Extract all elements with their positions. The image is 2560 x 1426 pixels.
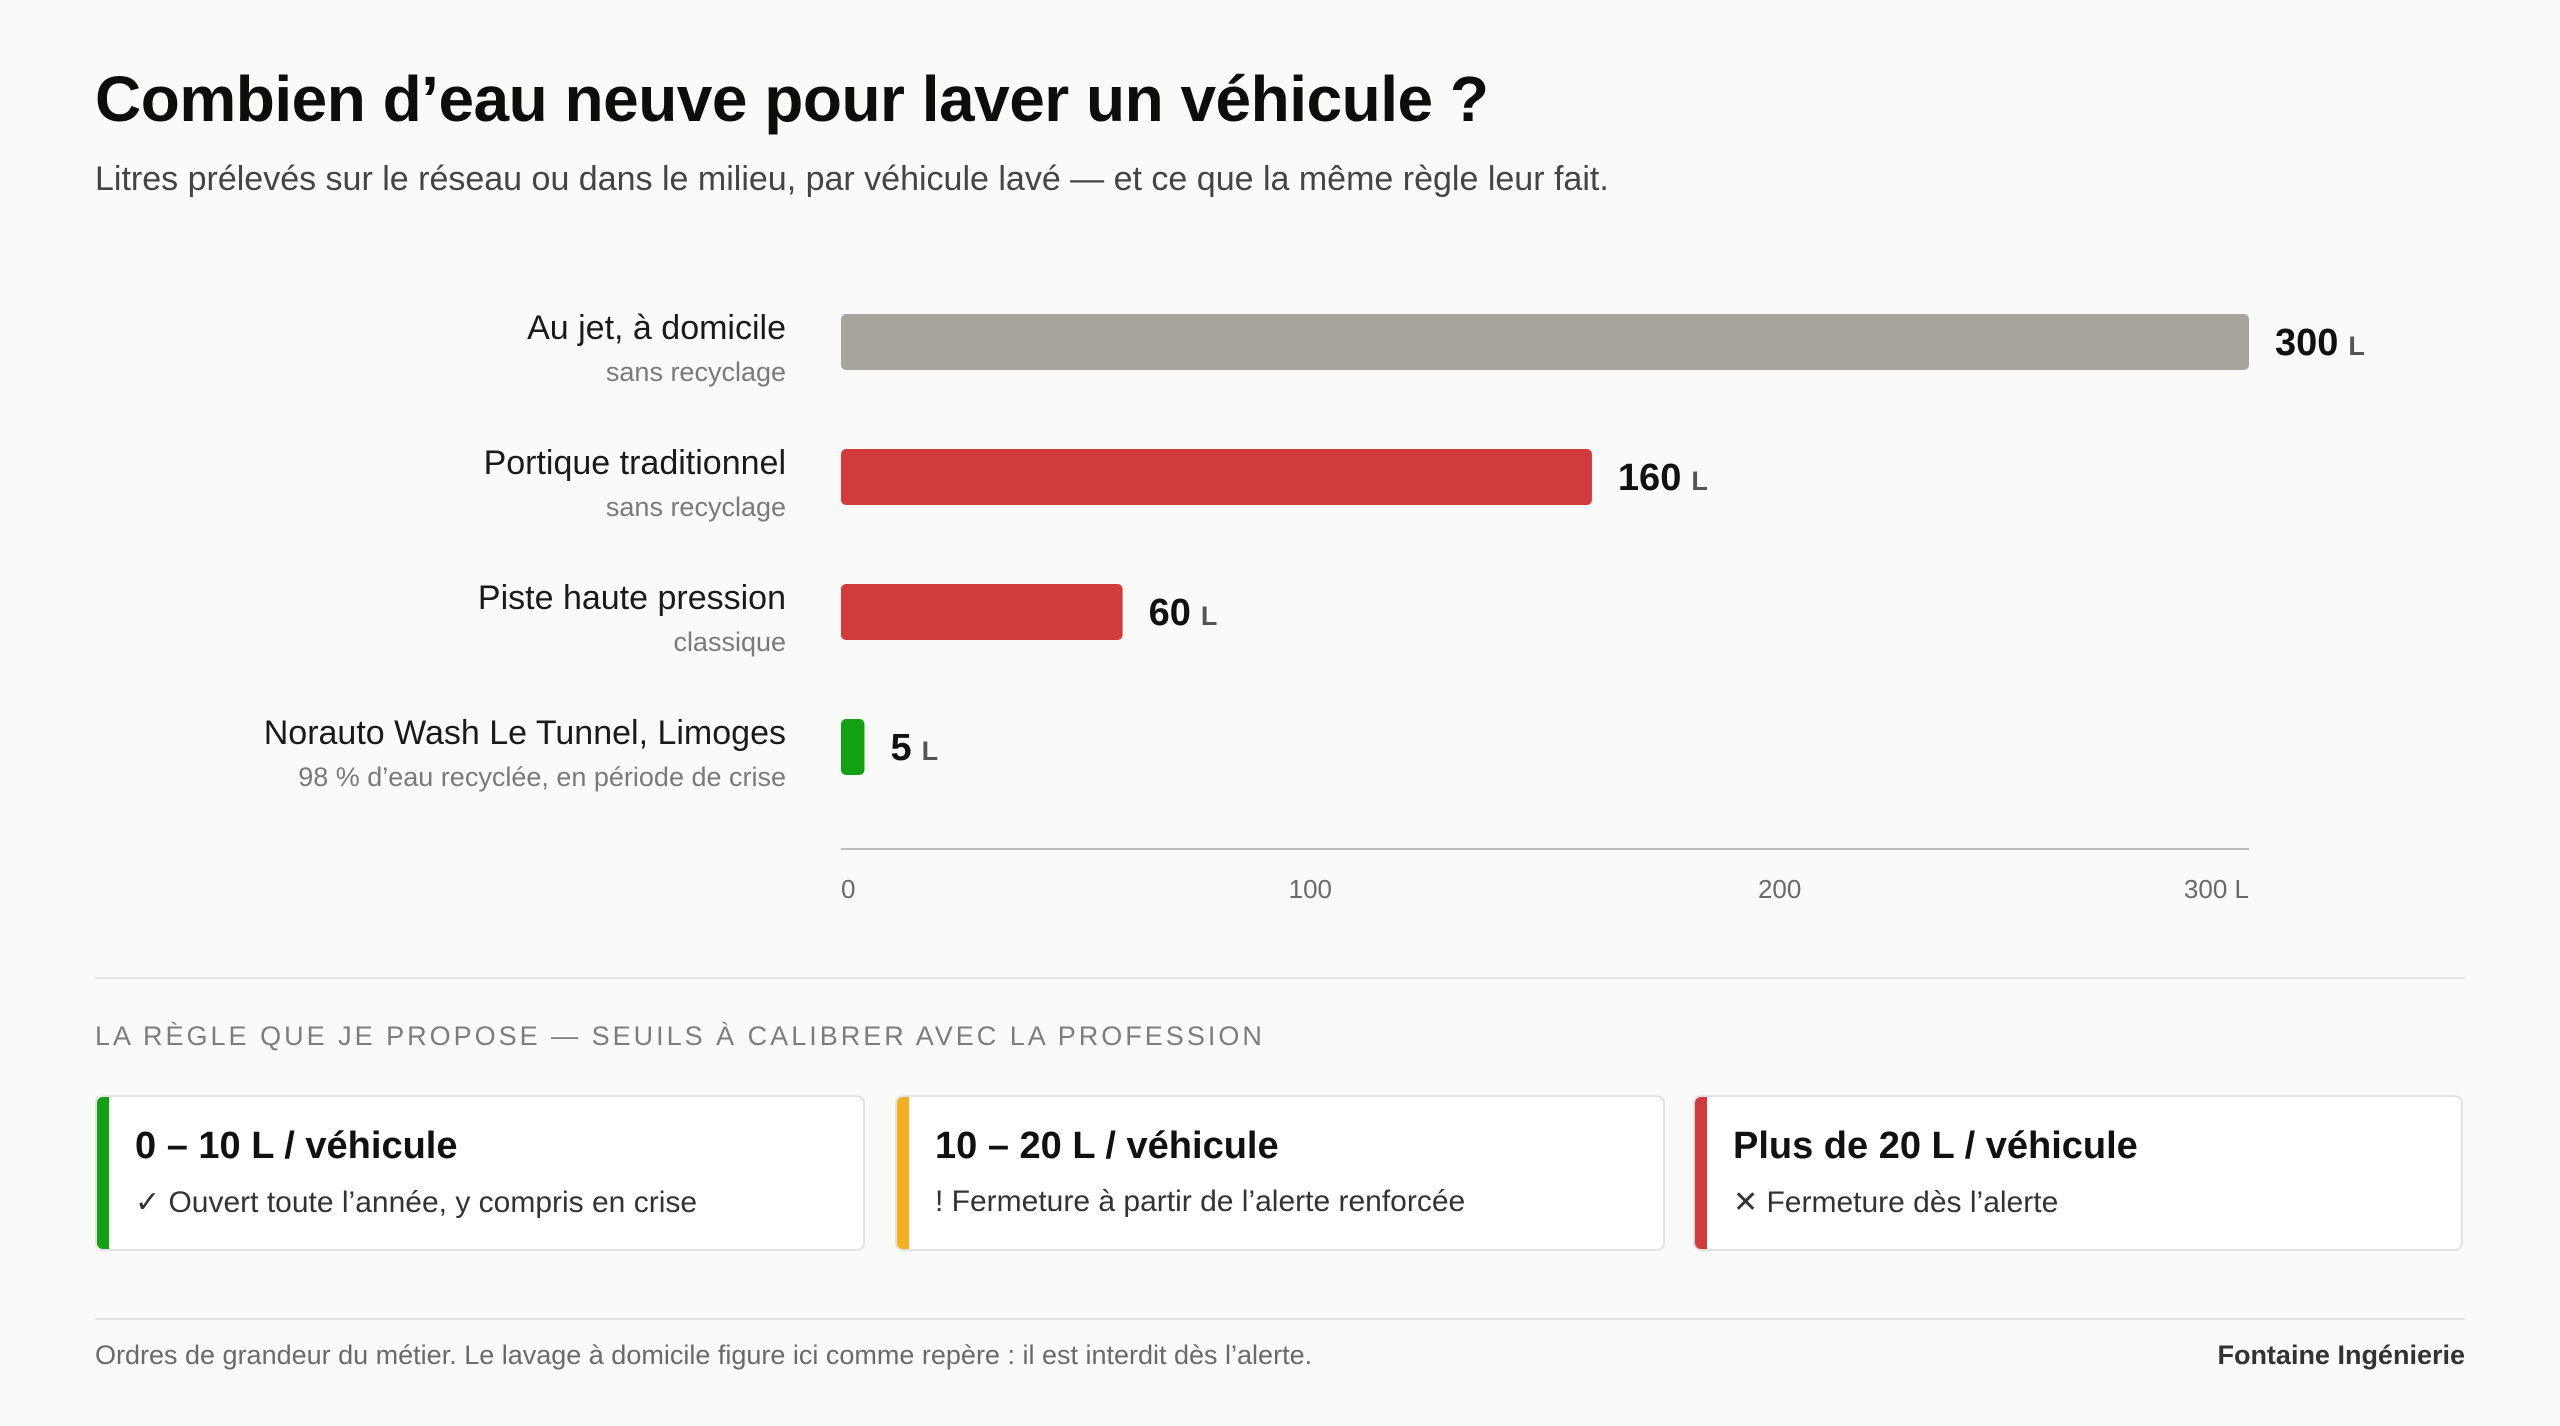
chart-subtitle: Litres prélevés sur le réseau ou dans le… bbox=[95, 160, 1609, 198]
rule-card-description: ✕ Fermeture dès l’alerte bbox=[1733, 1186, 2059, 1219]
x-tick-label: 100 bbox=[1289, 874, 1332, 904]
rule-card-accent bbox=[897, 1097, 909, 1249]
category-label: Piste haute pression bbox=[478, 579, 786, 617]
x-tick-label: 200 bbox=[1758, 874, 1801, 904]
rule-card-accent bbox=[97, 1097, 109, 1249]
rule-card-title: 10 – 20 L / véhicule bbox=[935, 1125, 1279, 1167]
category-note: classique bbox=[673, 627, 786, 657]
x-tick-label: 300 L bbox=[2184, 874, 2249, 904]
rule-card-description: ✓ Ouvert toute l’année, y compris en cri… bbox=[135, 1186, 698, 1219]
data-label: 300 L bbox=[2275, 322, 2365, 364]
rule-card-title: 0 – 10 L / véhicule bbox=[135, 1125, 458, 1167]
section-divider bbox=[95, 977, 2465, 979]
rule-card-amber: 10 – 20 L / véhicule ! Fermeture à parti… bbox=[895, 1095, 1665, 1251]
category-label: Norauto Wash Le Tunnel, Limoges bbox=[264, 714, 786, 752]
x-tick-label: 0 bbox=[841, 874, 855, 904]
category-note: sans recyclage bbox=[606, 492, 786, 522]
footer-divider bbox=[95, 1318, 2465, 1320]
category-label: Portique traditionnel bbox=[484, 444, 786, 482]
data-label: 160 L bbox=[1618, 457, 1708, 499]
rule-card-title: Plus de 20 L / véhicule bbox=[1733, 1125, 2138, 1167]
category-label: Au jet, à domicile bbox=[527, 309, 786, 347]
bar bbox=[841, 719, 865, 775]
footer-note: Ordres de grandeur du métier. Le lavage … bbox=[95, 1340, 1313, 1370]
bar-chart: Au jet, à domicile sans recyclage 300 L Port… bbox=[264, 309, 2365, 904]
category-note: 98 % d’eau recyclée, en période de crise bbox=[298, 762, 786, 792]
rule-card-green: 0 – 10 L / véhicule ✓ Ouvert toute l’ann… bbox=[95, 1095, 865, 1251]
rule-card-red: Plus de 20 L / véhicule ✕ Fermeture dès … bbox=[1693, 1095, 2463, 1251]
bar bbox=[841, 449, 1592, 505]
bar bbox=[841, 584, 1123, 640]
rule-card-accent bbox=[1695, 1097, 1707, 1249]
footer-brand: Fontaine Ingénierie bbox=[2217, 1340, 2465, 1370]
rule-cards: 0 – 10 L / véhicule ✓ Ouvert toute l’ann… bbox=[95, 1095, 2465, 1255]
category-note: sans recyclage bbox=[606, 357, 786, 387]
data-label: 60 L bbox=[1149, 592, 1218, 634]
rule-heading: La règle que je propose — seuils à calib… bbox=[95, 1021, 1265, 1051]
rule-card-description: ! Fermeture à partir de l’alerte renforc… bbox=[935, 1185, 1466, 1218]
bar bbox=[841, 314, 2249, 370]
chart-title: Combien d’eau neuve pour laver un véhicu… bbox=[95, 63, 1489, 135]
